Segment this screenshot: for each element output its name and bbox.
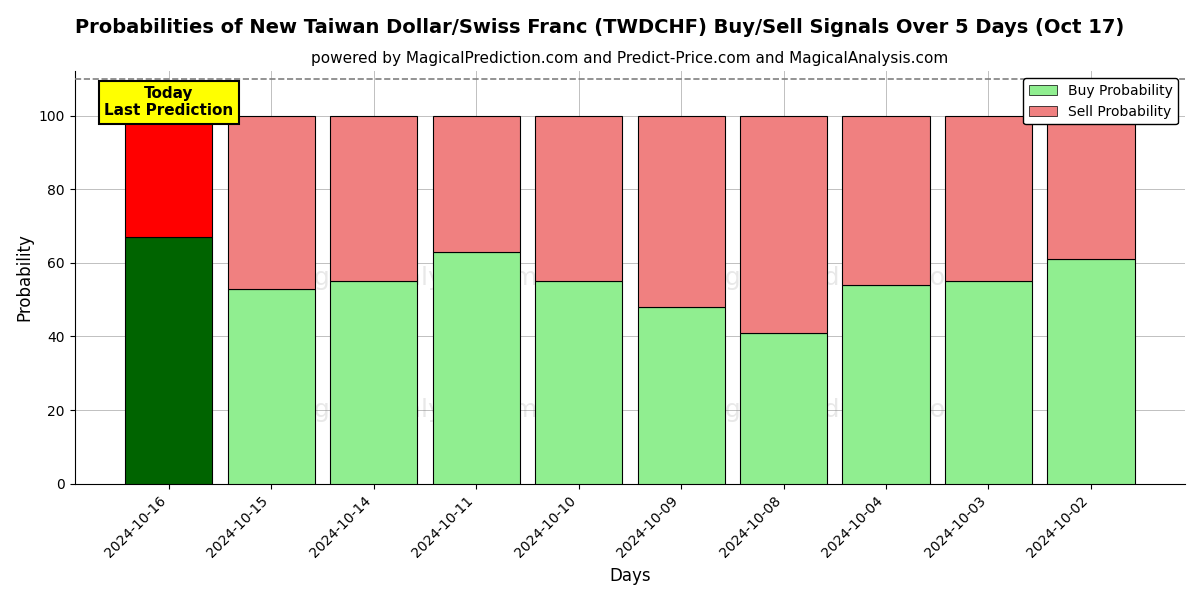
Bar	[228, 116, 314, 289]
Text: MagicalAnalysis.com: MagicalAnalysis.com	[277, 398, 538, 422]
Bar	[944, 116, 1032, 281]
Text: MagicalPrediction.com: MagicalPrediction.com	[689, 398, 971, 422]
Bar	[125, 237, 212, 484]
Text: MagicalAnalysis.com: MagicalAnalysis.com	[277, 266, 538, 290]
Bar	[535, 281, 622, 484]
Bar	[432, 116, 520, 252]
Bar	[125, 116, 212, 237]
Text: MagicalPrediction.com: MagicalPrediction.com	[689, 266, 971, 290]
Bar	[740, 333, 827, 484]
Bar	[330, 116, 418, 281]
Bar	[637, 307, 725, 484]
Y-axis label: Probability: Probability	[16, 233, 34, 322]
Text: Today
Last Prediction: Today Last Prediction	[104, 86, 233, 118]
X-axis label: Days: Days	[610, 567, 650, 585]
Bar	[1048, 116, 1134, 259]
Bar	[1048, 259, 1134, 484]
Bar	[842, 116, 930, 285]
Bar	[535, 116, 622, 281]
Bar	[842, 285, 930, 484]
Bar	[432, 252, 520, 484]
Text: Probabilities of New Taiwan Dollar/Swiss Franc (TWDCHF) Buy/Sell Signals Over 5 : Probabilities of New Taiwan Dollar/Swiss…	[76, 18, 1124, 37]
Bar	[740, 116, 827, 333]
Bar	[330, 281, 418, 484]
Legend: Buy Probability, Sell Probability: Buy Probability, Sell Probability	[1024, 78, 1178, 124]
Bar	[944, 281, 1032, 484]
Title: powered by MagicalPrediction.com and Predict-Price.com and MagicalAnalysis.com: powered by MagicalPrediction.com and Pre…	[311, 51, 948, 66]
Bar	[228, 289, 314, 484]
Bar	[637, 116, 725, 307]
